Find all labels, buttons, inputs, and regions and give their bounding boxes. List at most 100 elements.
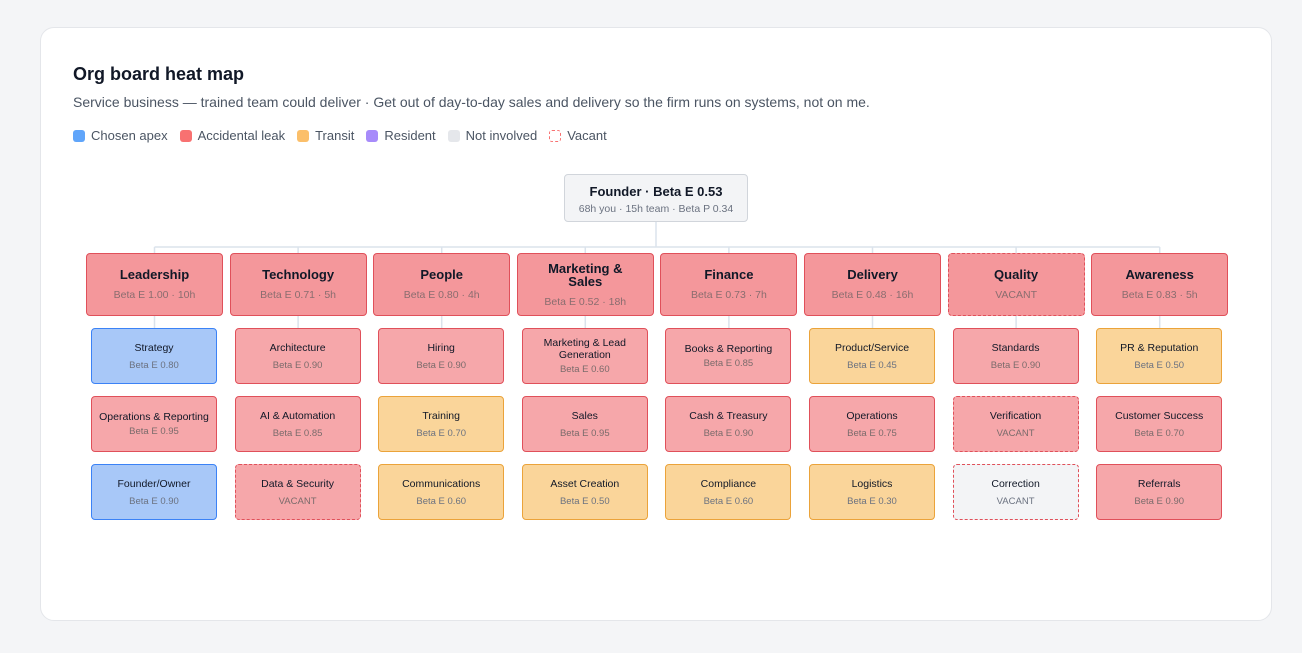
role-logistics[interactable]: Logistics Beta E 0.30	[809, 464, 935, 520]
legend-item-apex: Chosen apex	[73, 128, 168, 143]
role-verification[interactable]: Verification VACANT	[952, 396, 1079, 452]
column-head-marketing-and-sales[interactable]: Marketing & Sales Beta E 0.52 · 18h	[516, 253, 654, 316]
role-sub: VACANT	[996, 427, 1035, 439]
role-name: Training	[422, 409, 460, 422]
column-head-awareness[interactable]: Awareness Beta E 0.83 · 5h	[1091, 253, 1229, 316]
role-name: Sales	[571, 409, 598, 422]
role-sub: Beta E 0.90	[990, 359, 1041, 371]
role-operations[interactable]: Operations Beta E 0.75	[809, 396, 935, 452]
role-sub: Beta E 0.45	[847, 359, 897, 371]
role-sales[interactable]: Sales Beta E 0.95	[521, 396, 648, 452]
role-name: Customer Success	[1115, 409, 1204, 422]
role-sub: VACANT	[278, 495, 317, 507]
connector-lines	[153, 222, 1161, 328]
legend-label: Chosen apex	[91, 128, 168, 143]
legend-swatch-vacant	[549, 129, 562, 142]
role-sub: Beta E 0.95	[559, 427, 610, 439]
column-head-people[interactable]: People Beta E 0.80 · 4h	[373, 253, 511, 316]
role-hiring[interactable]: Hiring Beta E 0.90	[378, 328, 505, 384]
role-name: Communications	[402, 477, 481, 490]
column-head-leadership[interactable]: Leadership Beta E 1.00 · 10h	[86, 253, 223, 316]
founder-node[interactable]: Founder · Beta E 0.53 68h you · 15h team…	[564, 174, 748, 222]
column-name: Quality	[994, 267, 1039, 282]
role-sub: Beta E 0.60	[416, 495, 467, 507]
role-sub: Beta E 0.80	[129, 359, 179, 371]
role-training[interactable]: Training Beta E 0.70	[378, 396, 505, 452]
role-sub: Beta E 0.70	[416, 427, 467, 439]
legend-item-leak: Accidental leak	[179, 128, 285, 143]
column-name: Leadership	[119, 267, 190, 282]
role-sub: Beta E 0.60	[703, 495, 754, 507]
legend-label: Not involved	[465, 128, 538, 143]
legend-label: Transit	[315, 128, 355, 143]
role-name: Architecture	[269, 341, 326, 354]
role-standards[interactable]: Standards Beta E 0.90	[952, 328, 1079, 384]
role-name: Verification	[989, 409, 1042, 422]
role-sub: Beta E 0.90	[272, 359, 323, 371]
role-sub: Beta E 0.90	[129, 495, 179, 507]
page-title: Org board heat map	[73, 64, 245, 84]
role-name: Hiring	[427, 341, 455, 354]
heatmap-card: Org board heat map Service business — tr…	[40, 27, 1272, 621]
role-cash-and-treasury[interactable]: Cash & Treasury Beta E 0.90	[665, 396, 792, 452]
role-name: Standards	[991, 341, 1040, 354]
role-name: Cash & Treasury	[689, 409, 768, 422]
role-name: PR & Reputation	[1120, 341, 1199, 354]
role-correction[interactable]: Correction VACANT	[952, 464, 1079, 520]
column-name: Awareness	[1125, 267, 1194, 282]
legend-item-transit: Transit	[297, 128, 354, 143]
role-data-and-security[interactable]: Data & Security VACANT	[234, 464, 361, 520]
legend-item-vacant: Vacant	[549, 128, 607, 143]
column-name: Technology	[262, 267, 335, 282]
column-sub: Beta E 0.80 · 4h	[403, 289, 480, 301]
role-name: Operations	[846, 409, 898, 422]
role-referrals[interactable]: Referrals Beta E 0.90	[1096, 464, 1223, 520]
column-name: People	[420, 267, 463, 282]
legend-item-resident: Resident	[366, 128, 436, 143]
role-asset-creation[interactable]: Asset Creation Beta E 0.50	[521, 464, 648, 520]
column-head-technology[interactable]: Technology Beta E 0.71 · 5h	[229, 253, 367, 316]
column-name: Finance	[704, 267, 754, 282]
role-architecture[interactable]: Architecture Beta E 0.90	[234, 328, 361, 384]
role-product-service[interactable]: Product/Service Beta E 0.45	[809, 328, 935, 384]
role-sub: Beta E 0.50	[559, 495, 610, 507]
role-sub: Beta E 0.90	[416, 359, 467, 371]
role-operations-and-reporting[interactable]: Operations & Reporting Beta E 0.95	[91, 396, 217, 452]
legend-swatch-none	[447, 129, 460, 142]
legend-label: Vacant	[567, 128, 607, 143]
role-founder-owner[interactable]: Founder/Owner Beta E 0.90	[91, 464, 217, 520]
column-sub: Beta E 0.48 · 16h	[831, 289, 914, 301]
column-head-quality[interactable]: Quality VACANT	[947, 253, 1085, 316]
legend-item-none: Not involved	[447, 128, 538, 143]
role-name: Founder/Owner	[117, 477, 191, 490]
role-sub: Beta E 0.60	[559, 364, 610, 375]
role-communications[interactable]: Communications Beta E 0.60	[378, 464, 505, 520]
column-head-finance[interactable]: Finance Beta E 0.73 · 7h	[660, 253, 798, 316]
role-sub: Beta E 0.90	[703, 427, 754, 439]
role-strategy[interactable]: Strategy Beta E 0.80	[91, 328, 217, 384]
role-name: Operations & Reporting	[99, 411, 209, 423]
role-name: Compliance	[700, 477, 757, 490]
role-pr-and-reputation[interactable]: PR & Reputation Beta E 0.50	[1096, 328, 1223, 384]
role-name: Logistics	[851, 477, 893, 490]
role-name: Product/Service	[834, 341, 910, 354]
legend-label: Resident	[384, 128, 436, 143]
role-name: Marketing & Lead Generation	[543, 337, 626, 361]
column-sub: Beta E 0.71 · 5h	[260, 289, 337, 301]
role-customer-success[interactable]: Customer Success Beta E 0.70	[1096, 396, 1223, 452]
column-sub: Beta E 0.52 · 18h	[544, 295, 627, 308]
founder-name: Founder · Beta E 0.53	[589, 184, 723, 199]
column-sub: Beta E 1.00 · 10h	[113, 289, 196, 301]
role-ai-and-automation[interactable]: AI & Automation Beta E 0.85	[234, 396, 361, 452]
role-sub: Beta E 0.50	[1134, 359, 1185, 371]
legend-swatch-transit	[297, 129, 310, 142]
role-compliance[interactable]: Compliance Beta E 0.60	[665, 464, 792, 520]
column-sub: VACANT	[995, 289, 1037, 301]
role-name: Data & Security	[261, 477, 335, 490]
role-sub: Beta E 0.85	[703, 358, 754, 369]
column-head-delivery[interactable]: Delivery Beta E 0.48 · 16h	[804, 253, 941, 316]
role-marketing-and-lead-generation[interactable]: Marketing & Lead Generation Beta E 0.60	[521, 328, 648, 384]
role-books-and-reporting[interactable]: Books & Reporting Beta E 0.85	[665, 328, 792, 384]
column-name: Delivery	[847, 267, 898, 282]
legend-swatch-apex	[73, 129, 85, 142]
